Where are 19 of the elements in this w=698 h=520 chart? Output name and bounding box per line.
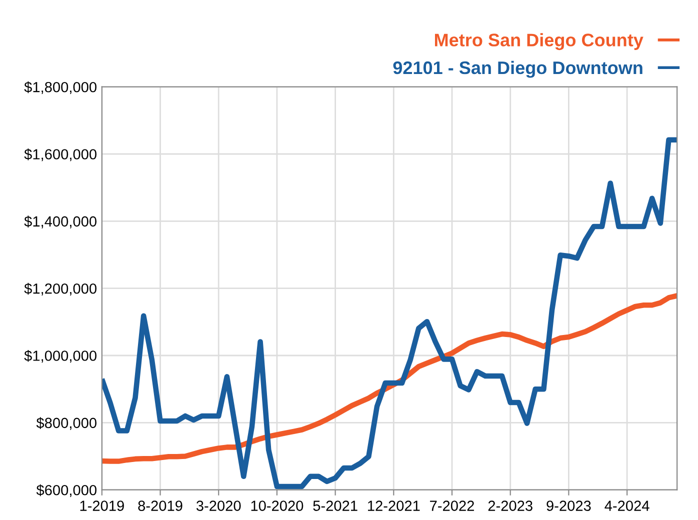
y-tick-label: $600,000 bbox=[36, 484, 96, 497]
y-tick-label: $1,200,000 bbox=[24, 282, 96, 296]
x-tick-label: 5-2021 bbox=[313, 500, 358, 511]
y-tick-label: $1,400,000 bbox=[24, 216, 96, 228]
legend-label: Metro San Diego County bbox=[434, 33, 644, 50]
x-tick-label: 7-2022 bbox=[430, 500, 474, 511]
y-tick-label: $1,600,000 bbox=[24, 148, 96, 162]
x-tick-label: 12-2021 bbox=[368, 500, 420, 511]
x-tick-label: 9-2023 bbox=[546, 500, 591, 511]
x-tick-label: 3-2020 bbox=[196, 500, 241, 511]
x-tick-label: 4-2024 bbox=[604, 500, 650, 511]
y-tick-label: $800,000 bbox=[36, 417, 96, 430]
y-tick-label: $1,000,000 bbox=[24, 350, 96, 363]
x-tick-label: 10-2020 bbox=[251, 500, 304, 511]
legend-label: 92101 - San Diego Downtown bbox=[393, 60, 642, 78]
x-tick-label: 8-2019 bbox=[138, 500, 182, 511]
x-tick-label: 1-2019 bbox=[80, 500, 124, 511]
x-tick-label: 2-2023 bbox=[488, 500, 532, 511]
y-tick-label: $1,800,000 bbox=[24, 81, 96, 94]
